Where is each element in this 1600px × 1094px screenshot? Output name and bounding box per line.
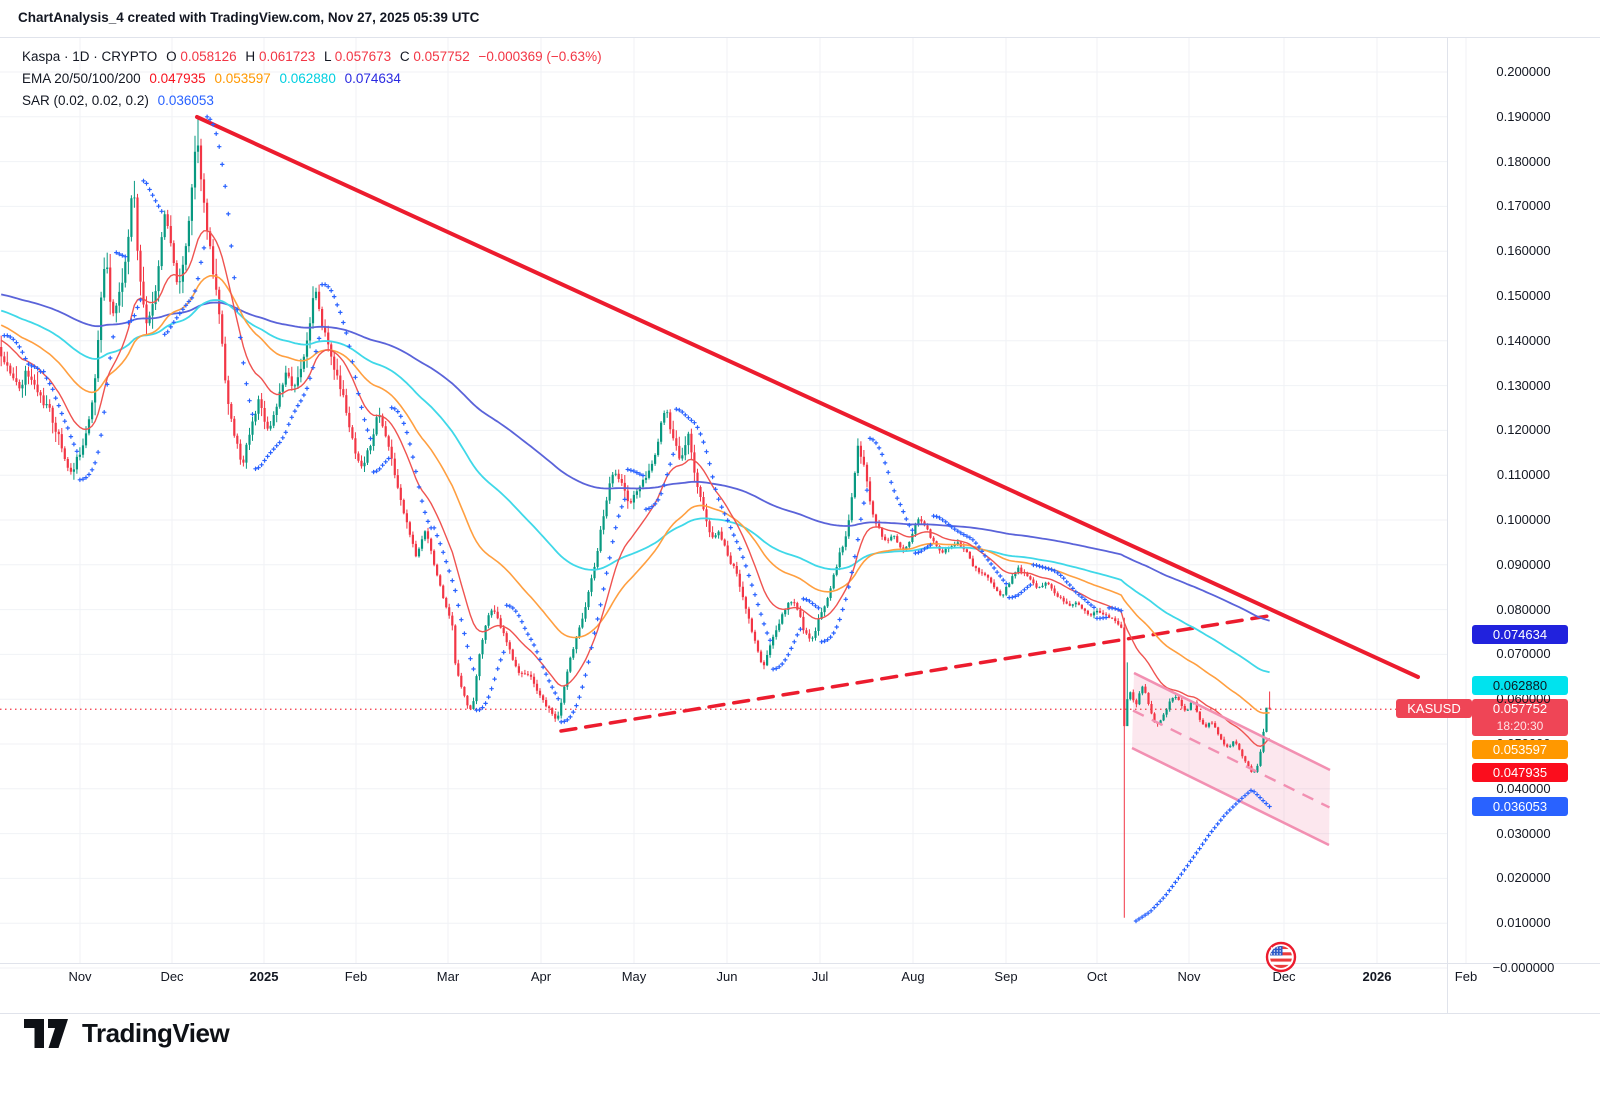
pane-borders xyxy=(0,37,1600,1014)
ema20-badge: 0.047935 xyxy=(1472,762,1568,782)
ema200-badge: 0.074634 xyxy=(1472,624,1568,644)
candle-wicks-up[interactable] xyxy=(21,116,1267,773)
price-tick-label: 0.130000 xyxy=(1496,377,1551,393)
time-tick-label: Jul xyxy=(811,969,829,984)
ema100-value: 0.062880 xyxy=(279,71,336,86)
ema-100-line[interactable] xyxy=(0,299,1270,674)
ema100-badge: 0.062880 xyxy=(1472,675,1568,695)
time-tick-label: Sep xyxy=(994,969,1018,984)
candle-bodies-down[interactable] xyxy=(0,145,1271,773)
close-value: 0.057752 xyxy=(413,49,470,64)
sar-value: 0.036053 xyxy=(157,93,214,108)
low-value: 0.057673 xyxy=(334,49,392,64)
price-tick-label: 0.070000 xyxy=(1496,646,1551,662)
time-tick-label: Nov xyxy=(1177,969,1201,984)
kasusd-axis-label: KASUSD xyxy=(1396,699,1472,718)
time-tick-label: Nov xyxy=(68,969,92,984)
price-tick-label: 0.020000 xyxy=(1496,870,1551,886)
time-tick-label: Feb xyxy=(344,969,368,984)
price-tick-label: −0.000000 xyxy=(1492,960,1555,975)
price-tick-label: 0.190000 xyxy=(1496,108,1551,124)
us-holiday-marker-icon[interactable] xyxy=(1265,941,1297,973)
last-price-badge: 0.057752 18:20:30 xyxy=(1472,699,1568,736)
descending-trendline[interactable] xyxy=(195,115,1420,679)
price-tick-label: 0.090000 xyxy=(1496,556,1551,572)
open-label: O xyxy=(166,49,177,64)
last-price-value: 0.057752 xyxy=(1492,701,1548,716)
regression-channel-borders[interactable] xyxy=(1131,671,1331,847)
ema200-value: 0.074634 xyxy=(344,71,401,86)
price-tick-label: 0.180000 xyxy=(1496,153,1551,169)
price-tick-label: 0.030000 xyxy=(1496,825,1551,841)
ema50-badge: 0.053597 xyxy=(1472,739,1568,759)
page-title: ChartAnalysis_4 created with TradingView… xyxy=(18,10,480,25)
tradingview-logo-icon[interactable] xyxy=(22,1016,70,1050)
open-value: 0.058126 xyxy=(180,49,237,64)
price-tick-label: 0.150000 xyxy=(1496,288,1551,303)
time-tick-label: Apr xyxy=(530,969,552,984)
price-tick-label: 0.040000 xyxy=(1496,780,1551,796)
ema-20-line[interactable] xyxy=(0,230,1271,747)
price-tick-label: 0.010000 xyxy=(1496,915,1551,931)
time-tick-label: Oct xyxy=(1086,969,1108,984)
price-tick-label: 0.160000 xyxy=(1496,243,1551,259)
legend-ema-row[interactable]: EMA 20/50/100/200 0.047935 0.053597 0.06… xyxy=(22,68,607,90)
regression-channel-median[interactable] xyxy=(1132,709,1331,809)
close-label: C xyxy=(399,49,410,64)
ema-200-line[interactable] xyxy=(1,293,1270,622)
ema20-value: 0.047935 xyxy=(149,71,206,86)
high-value: 0.061723 xyxy=(258,49,316,64)
grid-lines xyxy=(0,38,1467,969)
price-tick-label: 0.170000 xyxy=(1496,198,1551,214)
price-tick-label: 0.100000 xyxy=(1496,512,1551,527)
change-value: −0.000369 (−0.63%) xyxy=(478,49,602,64)
brand-name[interactable]: TradingView xyxy=(82,1017,230,1048)
sar-label[interactable]: SAR (0.02, 0.02, 0.2) xyxy=(22,93,149,108)
time-tick-label: Dec xyxy=(1272,969,1296,984)
price-tick-label: 0.120000 xyxy=(1496,422,1551,438)
time-tick-label: May xyxy=(621,969,647,984)
price-tick-label: 0.140000 xyxy=(1496,332,1551,348)
price-tick-label: 0.200000 xyxy=(1496,64,1551,79)
bar-countdown: 18:20:30 xyxy=(1496,719,1544,733)
parabolic-sar-dots[interactable] xyxy=(2,114,1272,924)
chart-legend: Kaspa · 1D · CRYPTO O 0.058126 H 0.06172… xyxy=(22,46,607,112)
time-tick-label: 2025 xyxy=(249,969,279,984)
time-tick-label: Mar xyxy=(436,969,460,984)
legend-symbol-row[interactable]: Kaspa · 1D · CRYPTO O 0.058126 H 0.06172… xyxy=(22,46,607,68)
legend-sar-row[interactable]: SAR (0.02, 0.02, 0.2) 0.036053 xyxy=(22,90,607,112)
low-label: L xyxy=(324,49,332,64)
footer-brand: TradingView xyxy=(22,1016,230,1050)
time-tick-label: Feb xyxy=(1454,969,1478,984)
ema-label[interactable]: EMA 20/50/100/200 xyxy=(22,71,141,86)
time-tick-label: 2026 xyxy=(1362,969,1392,984)
high-label: H xyxy=(245,49,256,64)
price-tick-label: 0.060000 xyxy=(1496,691,1551,707)
time-tick-label: Dec xyxy=(160,969,184,984)
price-tick-label: 0.080000 xyxy=(1496,601,1551,617)
time-tick-label: Jun xyxy=(716,969,738,984)
ema50-value: 0.053597 xyxy=(214,71,271,86)
candle-wicks-down[interactable] xyxy=(0,138,1271,918)
candle-bodies-up[interactable] xyxy=(21,145,1268,773)
sar-badge: 0.036053 xyxy=(1472,796,1568,816)
price-tick-label: 0.110000 xyxy=(1496,467,1551,483)
time-tick-label: Aug xyxy=(901,969,925,984)
ascending-dashed-trendline[interactable] xyxy=(559,614,1270,733)
symbol-title[interactable]: Kaspa · 1D · CRYPTO xyxy=(22,49,158,64)
